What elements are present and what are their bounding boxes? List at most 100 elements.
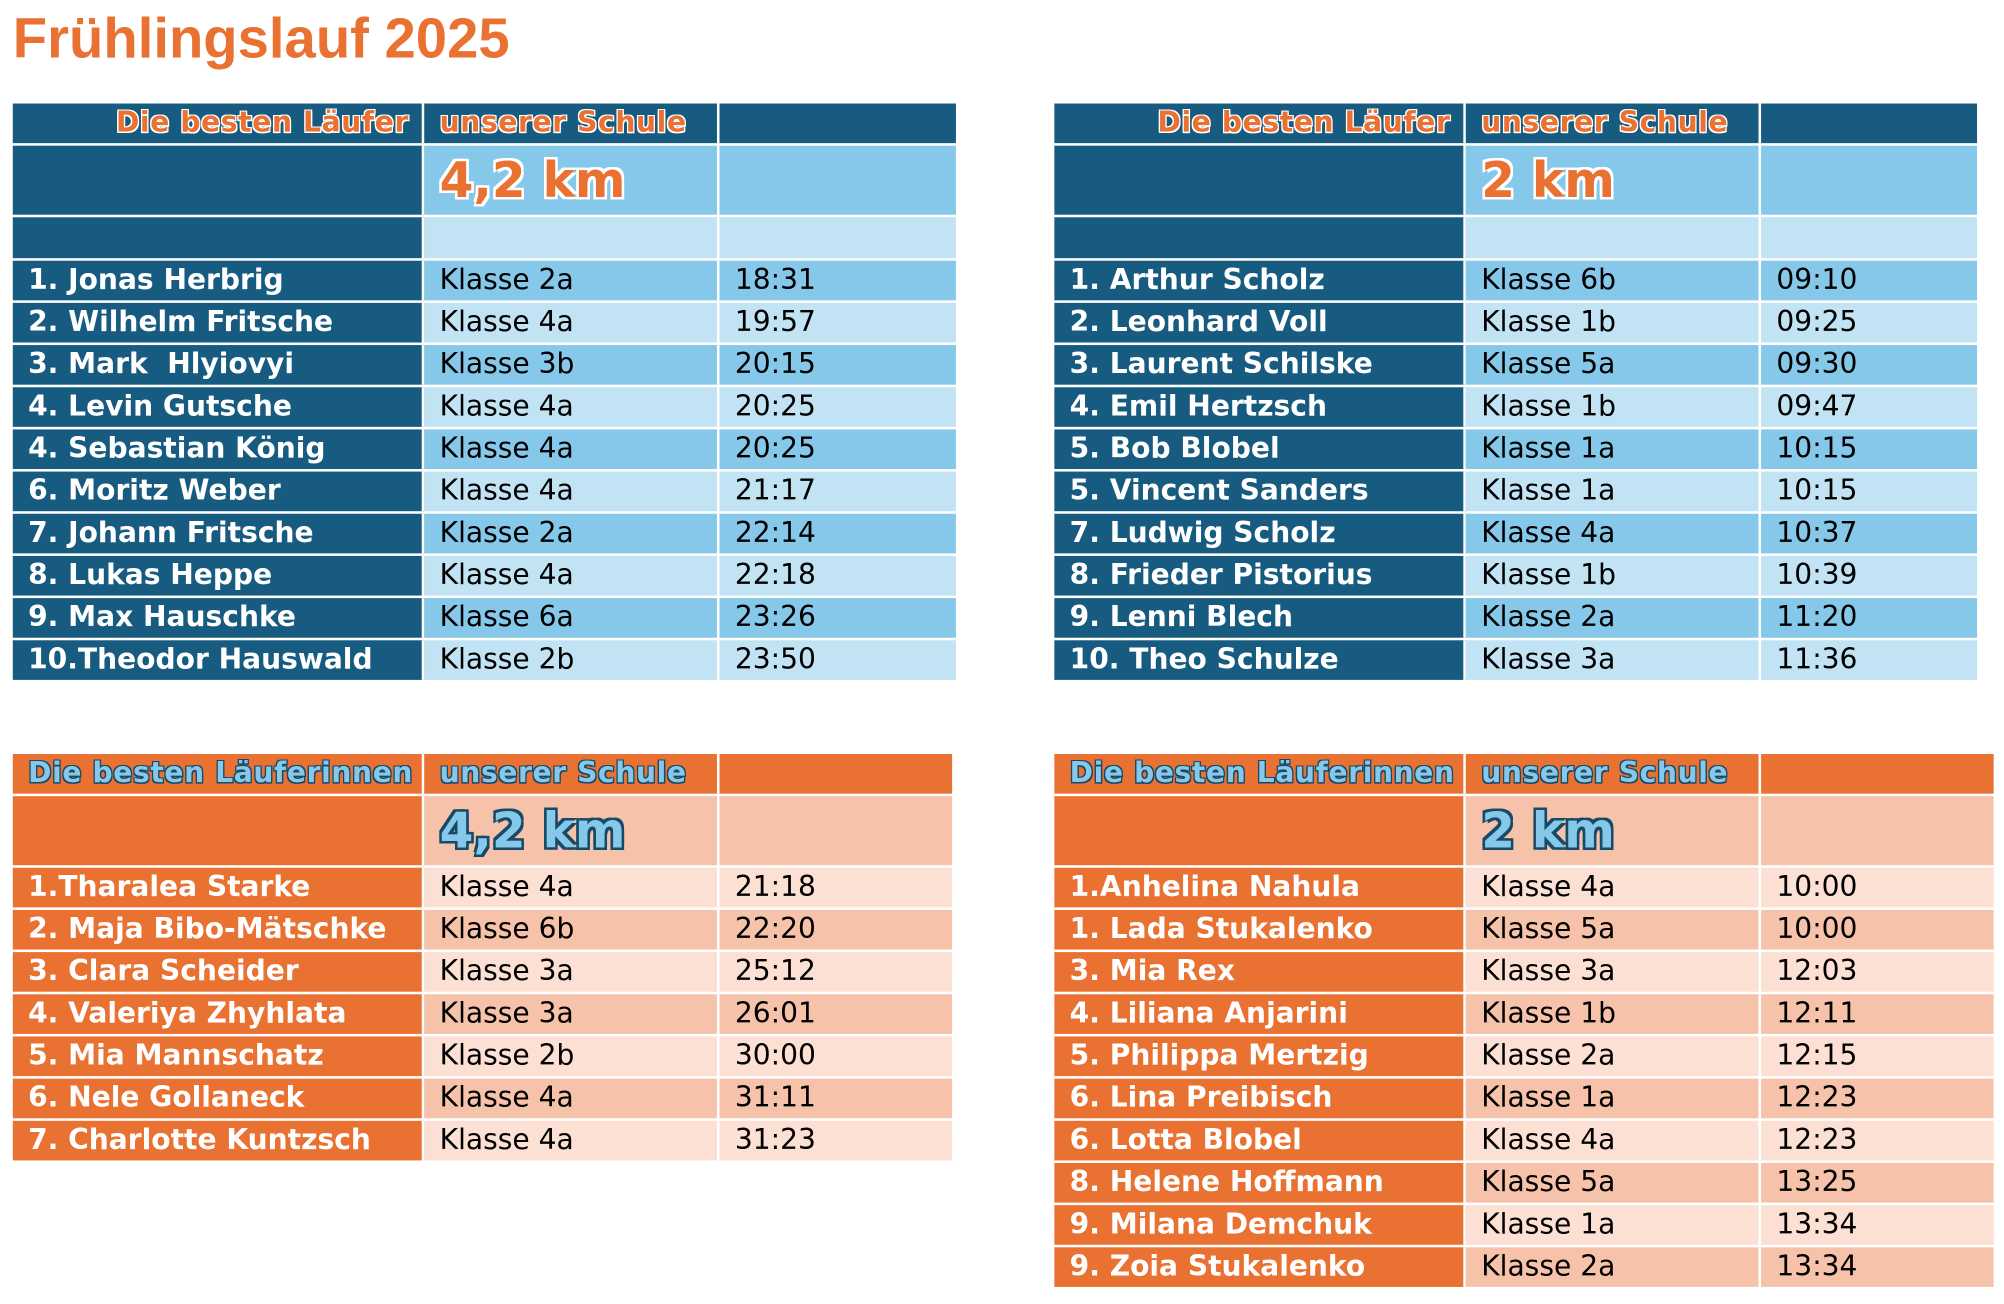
distance-label: 4,2 km: [424, 796, 720, 866]
finish-time: 20:25: [719, 429, 956, 470]
spacer-cell: [1465, 217, 1762, 259]
class-name: Klasse 3b: [424, 345, 720, 385]
result-row: 1.Anhelina Nahula Klasse 4a 10:00: [1054, 867, 1994, 908]
distance-cell: [1054, 145, 1466, 215]
class-name: Klasse 4a: [1465, 867, 1762, 908]
class-name: Klasse 4a: [424, 867, 720, 908]
runner-name: 1. Lada Stukalenko: [1054, 909, 1466, 950]
finish-time: 22:18: [719, 555, 956, 596]
result-row: 9. Max Hauschke Klasse 6a 23:26: [12, 598, 956, 638]
spacer-cell: [719, 217, 956, 259]
runner-name: 5. Mia Mannschatz: [12, 1036, 425, 1077]
results-table: Die besten Läuferinnen unserer Schule 2 km…: [1054, 751, 1994, 1289]
class-name: Klasse 4a: [424, 387, 720, 427]
result-row: 3. Laurent Schilske Klasse 5a 09:30: [1054, 345, 1978, 385]
class-name: Klasse 6b: [424, 909, 720, 950]
table: Die besten Läufer unserer Schule 2 km 1. Ar…: [1054, 101, 1978, 682]
class-name: Klasse 6a: [424, 598, 720, 638]
runner-name: 3. Clara Scheider: [12, 952, 425, 992]
finish-time: 11:20: [1761, 598, 1978, 638]
result-row: 8. Lukas Heppe Klasse 4a 22:18: [12, 555, 956, 596]
result-row: 5. Bob Blobel Klasse 1a 10:15: [1054, 429, 1978, 470]
finish-time: 09:25: [1761, 302, 1978, 343]
class-name: Klasse 1b: [1465, 302, 1762, 343]
runner-name: 9. Zoia Stukalenko: [1054, 1247, 1466, 1287]
result-row: 4. Levin Gutsche Klasse 4a 20:25: [12, 387, 956, 427]
header-cell: unserer Schule: [1465, 103, 1762, 144]
class-name: Klasse 1a: [1465, 1205, 1762, 1245]
header-cell: Die besten Läufer: [1054, 103, 1466, 144]
runner-name: 4. Levin Gutsche: [12, 387, 425, 427]
class-name: Klasse 4a: [424, 1078, 720, 1119]
table-body: Die besten Läufer unserer Schule 4,2 km 1. …: [12, 103, 956, 680]
finish-time: 13:34: [1761, 1247, 1994, 1287]
class-name: Klasse 4a: [1465, 1120, 1762, 1161]
finish-time: 25:12: [719, 952, 953, 992]
distance-cell: [719, 796, 953, 866]
table-body: Die besten Läuferinnen unserer Schule 2 km…: [1054, 754, 1994, 1287]
class-name: Klasse 3a: [1465, 640, 1762, 680]
finish-time: 12:11: [1761, 994, 1994, 1034]
class-name: Klasse 2b: [424, 1036, 720, 1077]
finish-time: 23:50: [719, 640, 956, 680]
header-cell: [1761, 103, 1978, 144]
finish-time: 30:00: [719, 1036, 953, 1077]
class-name: Klasse 3a: [424, 994, 720, 1034]
header-cell: Die besten Läufer: [12, 103, 425, 144]
table: Die besten Läuferinnen unserer Schule 2 km…: [1054, 751, 1994, 1289]
runner-name: 8. Lukas Heppe: [12, 555, 425, 596]
runner-name: 5. Bob Blobel: [1054, 429, 1466, 470]
class-name: Klasse 1b: [1465, 555, 1762, 596]
distance-cell: [1054, 796, 1466, 866]
class-name: Klasse 4a: [424, 302, 720, 343]
result-row: 5. Mia Mannschatz Klasse 2b 30:00: [12, 1036, 953, 1077]
class-name: Klasse 1b: [1465, 387, 1762, 427]
class-name: Klasse 5a: [1465, 345, 1762, 385]
finish-time: 23:26: [719, 598, 956, 638]
runner-name: 4. Valeriya Zhyhlata: [12, 994, 425, 1034]
result-row: 7. Ludwig Scholz Klasse 4a 10:37: [1054, 513, 1978, 554]
runner-name: 6. Nele Gollaneck: [12, 1078, 425, 1119]
finish-time: 12:03: [1761, 952, 1994, 992]
class-name: Klasse 4a: [1465, 513, 1762, 554]
header-cell: unserer Schule: [424, 103, 720, 144]
runner-name: 6. Moritz Weber: [12, 471, 425, 512]
runner-name: 1.Anhelina Nahula: [1054, 867, 1466, 908]
runner-name: 1. Jonas Herbrig: [12, 260, 425, 301]
class-name: Klasse 2a: [424, 513, 720, 554]
runner-name: 3. Mia Rex: [1054, 952, 1466, 992]
runner-name: 8. Helene Hoffmann: [1054, 1162, 1466, 1203]
class-name: Klasse 3a: [424, 952, 720, 992]
class-name: Klasse 2a: [1465, 598, 1762, 638]
header-cell: unserer Schule: [1465, 754, 1762, 794]
finish-time: 13:25: [1761, 1162, 1994, 1203]
spacer-row: [1054, 217, 1978, 259]
header-row: Die besten Läufer unserer Schule: [12, 103, 956, 144]
results-table: Die besten Läufer unserer Schule 4,2 km 1. …: [12, 101, 956, 682]
header-cell: unserer Schule: [424, 754, 720, 794]
result-row: 7. Charlotte Kuntzsch Klasse 4a 31:23: [12, 1120, 953, 1161]
finish-time: 10:39: [1761, 555, 1978, 596]
finish-time: 19:57: [719, 302, 956, 343]
result-row: 1.Tharalea Starke Klasse 4a 21:18: [12, 867, 953, 908]
spacer-cell: [12, 217, 425, 259]
finish-time: 10:15: [1761, 471, 1978, 512]
result-row: 10.Theodor Hauswald Klasse 2b 23:50: [12, 640, 956, 680]
class-name: Klasse 4a: [424, 1120, 720, 1161]
result-row: 3. Clara Scheider Klasse 3a 25:12: [12, 952, 953, 992]
result-row: 5. Vincent Sanders Klasse 1a 10:15: [1054, 471, 1978, 512]
spacer-cell: [424, 217, 720, 259]
distance-cell: [12, 145, 425, 215]
table: Die besten Läuferinnen unserer Schule 4,2 …: [12, 751, 953, 1163]
runner-name: 1. Arthur Scholz: [1054, 260, 1466, 301]
class-name: Klasse 1a: [1465, 471, 1762, 512]
class-name: Klasse 3a: [1465, 952, 1762, 992]
runner-name: 6. Lina Preibisch: [1054, 1078, 1466, 1119]
result-row: 4. Sebastian König Klasse 4a 20:25: [12, 429, 956, 470]
result-row: 5. Philippa Mertzig Klasse 2a 12:15: [1054, 1036, 1994, 1077]
finish-time: 12:23: [1761, 1078, 1994, 1119]
finish-time: 12:23: [1761, 1120, 1994, 1161]
runner-name: 9. Max Hauschke: [12, 598, 425, 638]
